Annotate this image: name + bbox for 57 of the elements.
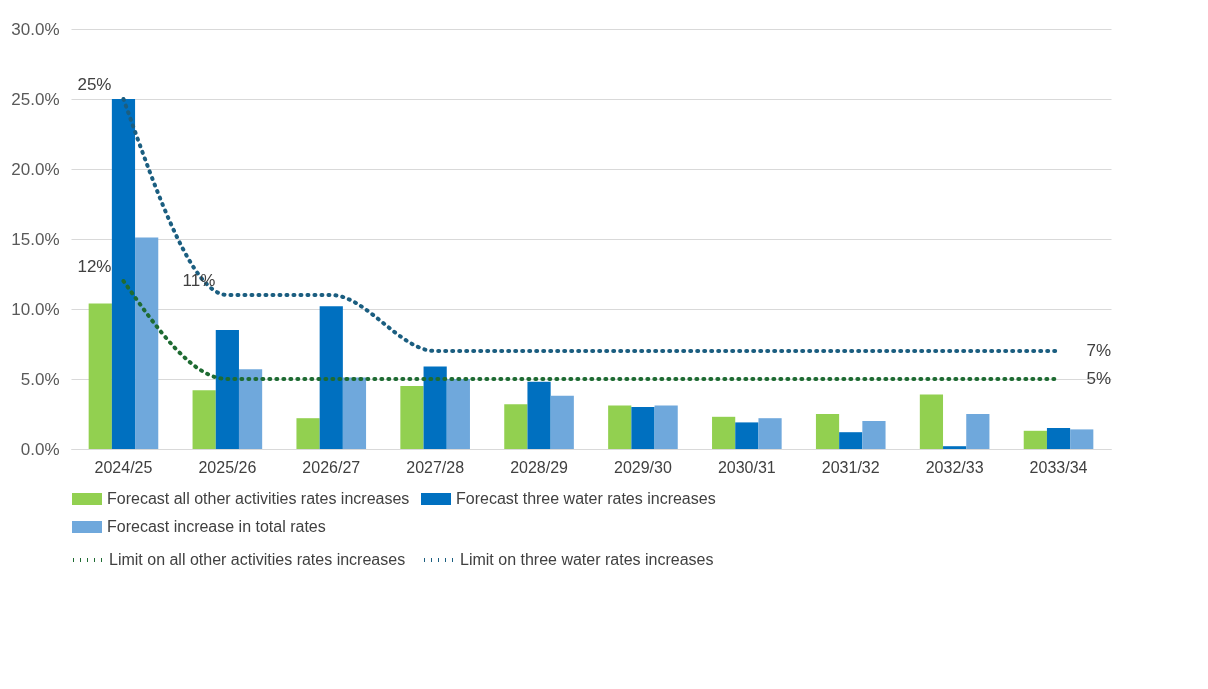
y-tick-label: 30.0% [11, 19, 60, 39]
y-tick-label: 0.0% [20, 439, 60, 459]
bar [342, 377, 367, 449]
data-label: 12% [77, 257, 112, 276]
legend-label: Limit on three water rates increases [460, 551, 714, 568]
bar [966, 414, 990, 449]
bar [296, 418, 320, 449]
x-tick-label: 2031/32 [821, 458, 880, 476]
bar [550, 395, 574, 449]
data-label: 5% [1086, 369, 1112, 388]
bar [1046, 428, 1071, 449]
bar [504, 404, 528, 449]
bar [215, 330, 239, 449]
legend-label: Forecast all other activities rates increases [107, 490, 410, 507]
data-label: 11% [182, 271, 216, 290]
x-tick-label: 2026/27 [302, 458, 361, 476]
y-tick-label: 20.0% [11, 159, 60, 179]
bar [712, 416, 736, 449]
data-label: 25% [77, 75, 112, 94]
legend-label: Forecast three water rates increases [456, 490, 716, 507]
bar [815, 414, 840, 449]
bar [1070, 429, 1094, 449]
bar [192, 390, 216, 449]
legend-label: Forecast increase in total rates [107, 518, 326, 535]
bar [423, 366, 447, 449]
y-tick-label: 5.0% [20, 369, 60, 389]
bar [943, 446, 967, 449]
bar [111, 99, 136, 449]
bar [88, 303, 112, 449]
bar [446, 379, 470, 449]
bar [839, 432, 863, 449]
bar [135, 237, 159, 449]
bar [631, 407, 655, 449]
bar [654, 405, 678, 449]
bar [1023, 430, 1047, 449]
bar [400, 386, 424, 449]
x-tick-label: 2025/26 [198, 458, 257, 476]
bar [758, 418, 782, 449]
bar [527, 381, 551, 449]
x-tick-label: 2027/28 [406, 458, 465, 476]
x-tick-label: 2032/33 [925, 458, 984, 476]
y-tick-label: 25.0% [11, 89, 60, 109]
legend-label: Limit on all other activities rates increases [109, 551, 406, 568]
y-tick-label: 10.0% [11, 299, 60, 319]
x-tick-label: 2024/25 [94, 458, 153, 476]
x-tick-label: 2030/31 [717, 458, 776, 476]
bar [319, 306, 343, 449]
bar [238, 369, 263, 449]
bar [862, 421, 886, 449]
bar [735, 422, 759, 449]
x-tick-label: 2028/29 [510, 458, 569, 476]
x-tick-label: 2029/30 [614, 458, 672, 476]
y-tick-label: 15.0% [11, 229, 60, 249]
x-tick-label: 2033/34 [1029, 458, 1088, 476]
bar [608, 405, 632, 449]
bar [919, 394, 944, 449]
data-label: 7% [1086, 341, 1112, 360]
